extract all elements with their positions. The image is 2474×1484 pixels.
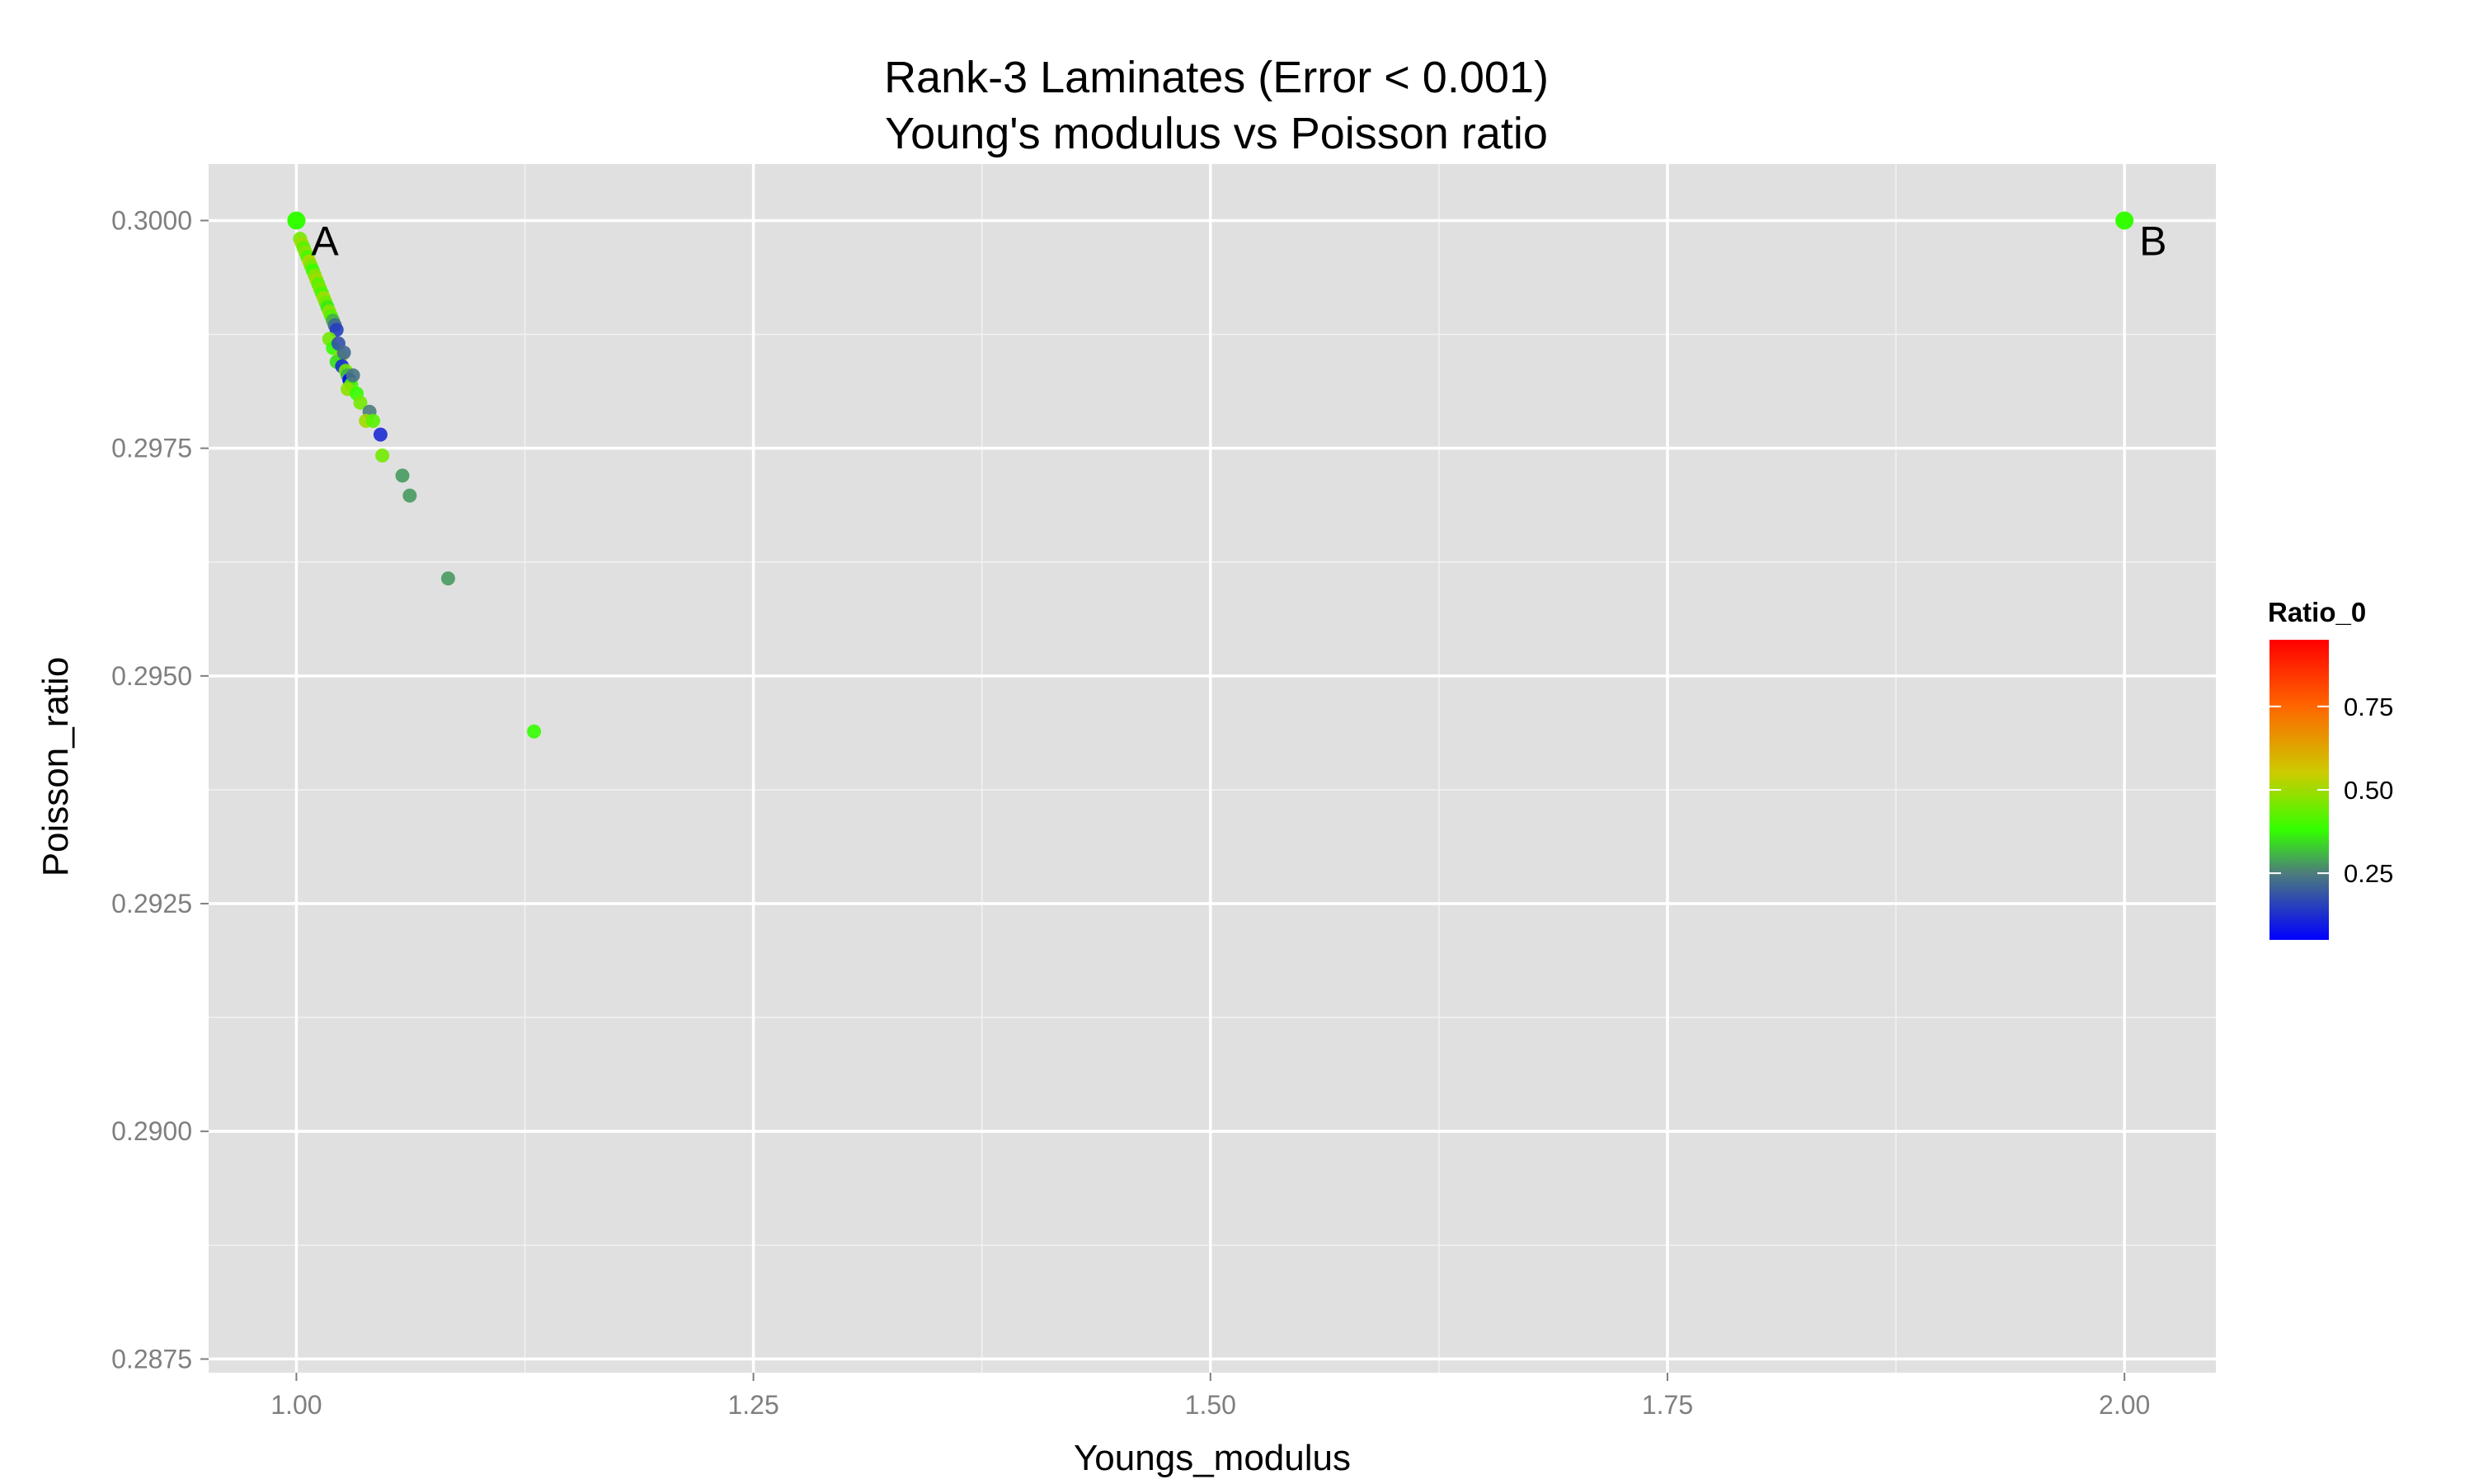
legend-title: Ratio_0: [2268, 597, 2366, 627]
x-axis: 1.00 1.25 1.50 1.75 2.00: [270, 1373, 2150, 1420]
data-point: [346, 368, 360, 383]
minor-gridlines: [209, 164, 2216, 1373]
y-tick-label: 0.2975: [111, 434, 192, 463]
point-label-b: B: [2139, 218, 2166, 264]
x-tick-label: 1.25: [727, 1390, 778, 1420]
data-point: [373, 427, 388, 442]
x-tick-label: 1.75: [1642, 1390, 1693, 1420]
y-tick-label: 0.2900: [111, 1116, 192, 1146]
data-point: [375, 448, 390, 463]
y-axis: 0.2875 0.2900 0.2925 0.2950 0.2975 0.3000: [111, 205, 209, 1374]
data-point: [366, 414, 381, 429]
x-tick-label: 1.50: [1185, 1390, 1236, 1420]
data-point: [336, 345, 351, 360]
data-point: [440, 571, 455, 586]
plot-panel: [209, 164, 2216, 1373]
y-tick-label: 0.3000: [111, 205, 192, 235]
chart-title-line2: Young's modulus vs Poisson ratio: [885, 109, 1548, 158]
legend-tick-label: 0.25: [2344, 859, 2393, 888]
legend-tick-label: 0.75: [2344, 693, 2393, 721]
x-tick-label: 2.00: [2099, 1390, 2150, 1420]
point-label-a: A: [311, 218, 339, 264]
y-tick-label: 0.2875: [111, 1344, 192, 1374]
data-point: [402, 488, 417, 503]
x-axis-label: Youngs_modulus: [1074, 1438, 1351, 1478]
data-point: [527, 724, 542, 739]
y-tick-label: 0.2950: [111, 661, 192, 691]
data-point: [353, 395, 368, 410]
major-gridlines: [209, 164, 2216, 1373]
legend-ticks: 0.25 0.50 0.75: [2269, 693, 2393, 888]
legend-tick-label: 0.50: [2344, 776, 2393, 805]
x-tick-label: 1.00: [270, 1390, 322, 1420]
y-tick-label: 0.2925: [111, 889, 192, 918]
endpoint-marker: [287, 211, 306, 230]
endpoint-marker: [2115, 211, 2134, 230]
data-points: [287, 211, 2134, 739]
color-legend: Ratio_0 0.25 0.50 0.75: [2268, 597, 2393, 940]
y-axis-label: Poisson_ratio: [35, 657, 76, 877]
chart-title-line1: Rank-3 Laminates (Error < 0.001): [884, 53, 1549, 102]
data-point: [395, 468, 410, 483]
